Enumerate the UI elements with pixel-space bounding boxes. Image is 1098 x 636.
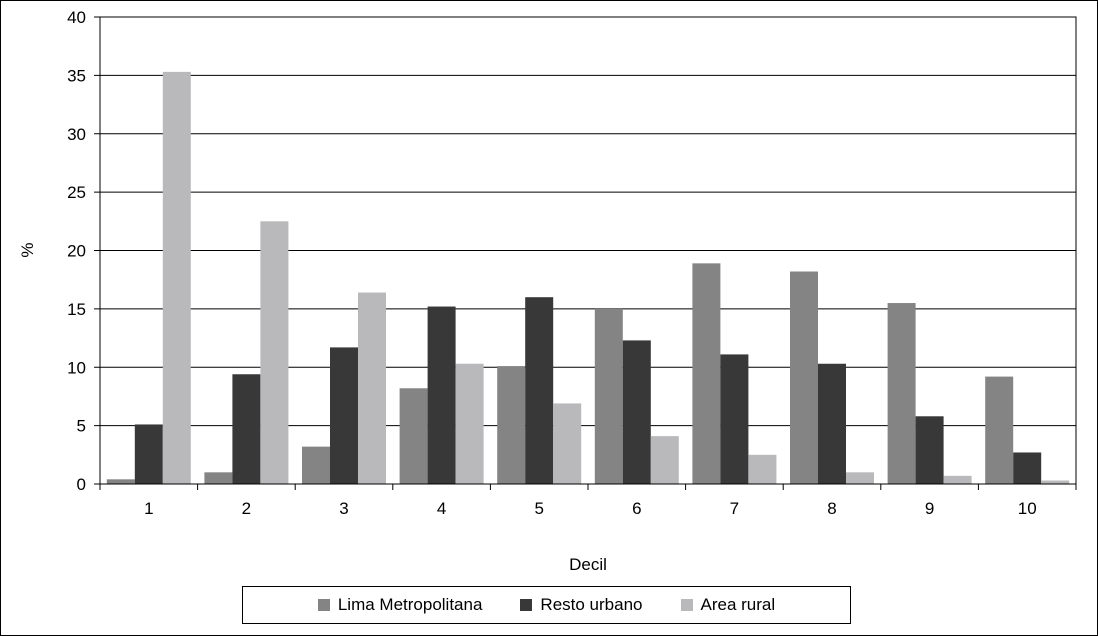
- x-tick-label: 3: [339, 499, 348, 518]
- bar-lima-metropolitana-7: [692, 263, 721, 484]
- y-axis-title: %: [18, 242, 37, 257]
- axes: [94, 16, 1077, 490]
- bar-resto-urbano-1: [134, 424, 163, 484]
- bar-area-rural-7: [748, 454, 777, 484]
- bar-resto-urbano-9: [915, 416, 944, 484]
- bar-lima-metropolitana-2: [204, 472, 233, 484]
- bar-area-rural-1: [162, 71, 191, 484]
- x-axis-title: Decil: [569, 555, 607, 574]
- y-tick-label: 40: [67, 8, 86, 27]
- legend-swatch-resto-urbano: [520, 599, 533, 611]
- legend: Lima Metropolitana Resto urbano Area rur…: [242, 586, 851, 624]
- x-tick-label: 6: [632, 499, 641, 518]
- y-tick-label: 20: [67, 242, 86, 261]
- x-tick-label: 1: [144, 499, 153, 518]
- x-tick-label: 2: [242, 499, 251, 518]
- bar-resto-urbano-6: [622, 340, 651, 484]
- y-tick-labels: 0 5 10 15 20 25 30 35 40: [67, 8, 86, 494]
- bars: [106, 71, 1070, 484]
- plot-area: [99, 16, 1077, 485]
- legend-swatch-area-rural: [680, 599, 693, 611]
- legend-item-lima-metropolitana: Lima Metropolitana: [317, 595, 483, 615]
- bar-resto-urbano-7: [720, 354, 749, 484]
- bar-lima-metropolitana-8: [790, 271, 818, 484]
- bar-area-rural-3: [358, 292, 386, 484]
- bar-lima-metropolitana-10: [985, 376, 1014, 484]
- gridlines: [100, 16, 1076, 427]
- bar-resto-urbano-4: [427, 306, 456, 484]
- y-tick-label: 0: [77, 475, 86, 494]
- bar-lima-metropolitana-4: [399, 388, 428, 484]
- bar-area-rural-6: [650, 436, 679, 484]
- legend-label-resto-urbano: Resto urbano: [540, 595, 643, 614]
- bar-lima-metropolitana-3: [302, 446, 330, 484]
- legend-label-lima-metropolitana: Lima Metropolitana: [337, 595, 483, 614]
- bar-area-rural-4: [455, 363, 484, 484]
- y-tick-label: 25: [67, 183, 86, 202]
- bar-resto-urbano-3: [330, 347, 358, 484]
- y-tick-label: 30: [67, 125, 86, 144]
- x-tick-labels: 1 2 3 4 5 6 7 8 9 10: [144, 499, 1037, 518]
- y-tick-label: 15: [67, 300, 86, 319]
- legend-item-area-rural: Area rural: [680, 595, 776, 615]
- x-tick-label: 8: [827, 499, 836, 518]
- x-tick-label: 4: [437, 499, 446, 518]
- x-tick-label: 10: [1018, 499, 1037, 518]
- x-tick-label: 5: [534, 499, 543, 518]
- bar-lima-metropolitana-6: [594, 308, 623, 484]
- y-tick-label: 5: [77, 417, 86, 436]
- bar-area-rural-8: [846, 472, 874, 484]
- bar-area-rural-9: [943, 475, 972, 484]
- bar-resto-urbano-8: [818, 363, 846, 484]
- bar-area-rural-5: [553, 403, 582, 484]
- bar-resto-urbano-10: [1013, 452, 1042, 484]
- bar-lima-metropolitana-9: [887, 303, 916, 484]
- y-tick-label: 10: [67, 358, 86, 377]
- bar-area-rural-2: [260, 221, 289, 484]
- y-tick-label: 35: [67, 66, 86, 85]
- legend-swatch-lima-metropolitana: [317, 599, 330, 611]
- legend-label-area-rural: Area rural: [700, 595, 776, 614]
- bar-resto-urbano-2: [232, 374, 261, 484]
- bar-lima-metropolitana-5: [497, 366, 526, 484]
- bar-lima-metropolitana-1: [106, 479, 135, 484]
- legend-item-resto-urbano: Resto urbano: [520, 595, 643, 615]
- bar-area-rural-10: [1041, 480, 1070, 484]
- x-tick-label: 7: [730, 499, 739, 518]
- x-tick-label: 9: [925, 499, 934, 518]
- bar-resto-urbano-5: [525, 297, 554, 484]
